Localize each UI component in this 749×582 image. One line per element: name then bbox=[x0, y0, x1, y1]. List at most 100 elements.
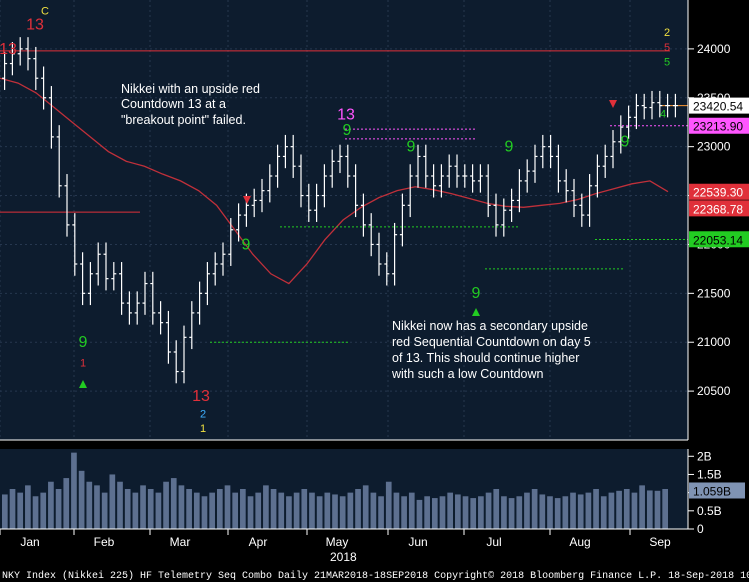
volume-bar bbox=[508, 498, 515, 529]
support-resistance-lines bbox=[0, 50, 688, 343]
sequential-count-label: 13 bbox=[0, 41, 17, 58]
y-tick-label: 21000 bbox=[697, 335, 731, 349]
volume-bar bbox=[224, 485, 231, 529]
volume-bar bbox=[385, 481, 392, 529]
volume-bar bbox=[547, 496, 553, 529]
sequential-count-label: 9 bbox=[407, 139, 416, 156]
volume-bar bbox=[132, 492, 139, 529]
price-label-text: 22539.30 bbox=[693, 186, 743, 200]
price-labels: 23420.54 23213.90 22539.30 22368.78 22053.14 bbox=[689, 97, 749, 248]
footer-bar bbox=[0, 564, 749, 582]
volume-bar bbox=[654, 490, 661, 529]
volume-bar bbox=[324, 492, 331, 529]
price-label-text: 23420.54 bbox=[693, 100, 743, 114]
volume-bar bbox=[516, 496, 523, 529]
y-tick-label: 23000 bbox=[697, 140, 731, 154]
volume-bar bbox=[263, 485, 269, 529]
volume-bar bbox=[416, 499, 423, 529]
volume-bar bbox=[524, 492, 530, 529]
volume-bar bbox=[339, 496, 346, 529]
volume-bar bbox=[439, 496, 446, 529]
sequential-count-label: 9 bbox=[343, 122, 352, 139]
price-label-box bbox=[689, 183, 749, 200]
volume-bar bbox=[63, 478, 70, 529]
moving-average-path bbox=[0, 77, 669, 285]
x-tick-label: May bbox=[326, 535, 349, 549]
volume-bar bbox=[86, 481, 93, 529]
volume-bar bbox=[393, 492, 400, 529]
volume-bars bbox=[2, 452, 668, 529]
price-label-box bbox=[689, 200, 749, 217]
volume-bar bbox=[585, 492, 592, 529]
volume-bar bbox=[186, 489, 192, 529]
volume-bar bbox=[232, 492, 239, 529]
footer-text: NKY Index (Nikkei 225) HF Telemetry Seq … bbox=[2, 570, 749, 582]
volume-bar bbox=[501, 496, 507, 529]
volume-tick-label: 1.5B bbox=[697, 467, 722, 481]
volume-bar bbox=[485, 492, 492, 529]
volume-bar bbox=[247, 496, 254, 529]
volume-bar bbox=[240, 489, 246, 529]
sequential-count-label: 9 bbox=[621, 134, 630, 151]
volume-bar bbox=[124, 489, 131, 529]
x-tick-label: Mar bbox=[170, 535, 191, 549]
volume-tick-label: 2B bbox=[697, 449, 712, 463]
volume-bar bbox=[570, 492, 576, 529]
volume-bar bbox=[378, 496, 384, 529]
top-note-line-2: Countdown 13 at a bbox=[121, 97, 226, 111]
sequential-count-label: 9 bbox=[242, 236, 251, 253]
volume-bar bbox=[493, 489, 500, 529]
x-tick-label: Jun bbox=[408, 535, 427, 549]
moving-average-line bbox=[0, 77, 669, 285]
sequential-count-label: 13 bbox=[26, 16, 44, 33]
volume-bar bbox=[293, 492, 300, 529]
volume-bar bbox=[178, 485, 185, 529]
sequential-count-label: C bbox=[41, 6, 49, 18]
volume-bar bbox=[424, 496, 430, 529]
volume-bar bbox=[25, 485, 31, 529]
volume-bar bbox=[216, 489, 223, 529]
volume-bar bbox=[140, 485, 146, 529]
volume-tick-label: 0.5B bbox=[697, 504, 722, 518]
up-arrow-icon bbox=[79, 380, 87, 388]
volume-bar bbox=[55, 489, 62, 529]
sequential-count-label: 1 bbox=[200, 423, 206, 435]
volume-bar bbox=[163, 481, 169, 529]
volume-bar bbox=[9, 489, 16, 529]
price-label-box bbox=[689, 97, 749, 114]
volume-bar bbox=[101, 492, 108, 529]
volume-bar bbox=[447, 492, 454, 529]
volume-bar bbox=[455, 494, 461, 529]
sequential-count-label: 2 bbox=[200, 409, 206, 421]
bottom-note-line-3: of 13. This should continue higher bbox=[392, 351, 579, 365]
volume-bar bbox=[462, 496, 469, 529]
y-tick-label: 21500 bbox=[697, 286, 731, 300]
volume-bar bbox=[531, 489, 538, 529]
volume-bar bbox=[631, 492, 638, 529]
volume-bar bbox=[577, 494, 584, 529]
x-tick-label: Feb bbox=[94, 535, 115, 549]
price-bars bbox=[2, 37, 678, 384]
volume-bar bbox=[193, 492, 200, 529]
volume-bar bbox=[48, 481, 54, 529]
volume-bar bbox=[539, 494, 546, 529]
top-note-line-1: Nikkei with an upside red bbox=[121, 82, 260, 96]
volume-bar bbox=[662, 489, 668, 529]
volume-bar bbox=[40, 492, 47, 529]
x-tick-label: Aug bbox=[569, 535, 590, 549]
up-arrow-icon bbox=[472, 308, 480, 316]
volume-bar bbox=[646, 490, 653, 529]
price-label-box bbox=[689, 231, 749, 248]
volume-bar bbox=[201, 496, 208, 529]
x-ticks: Jan Feb Mar Apr May Jun Jul Aug Sep bbox=[0, 529, 671, 549]
volume-bar bbox=[170, 478, 177, 529]
volume-bar bbox=[608, 492, 615, 529]
volume-bar bbox=[109, 474, 116, 529]
volume-bar bbox=[309, 492, 315, 529]
volume-bar bbox=[431, 498, 438, 529]
volume-bar bbox=[554, 498, 561, 529]
sequential-count-label: 9 bbox=[79, 334, 88, 351]
price-label-text: 23213.90 bbox=[693, 120, 743, 134]
